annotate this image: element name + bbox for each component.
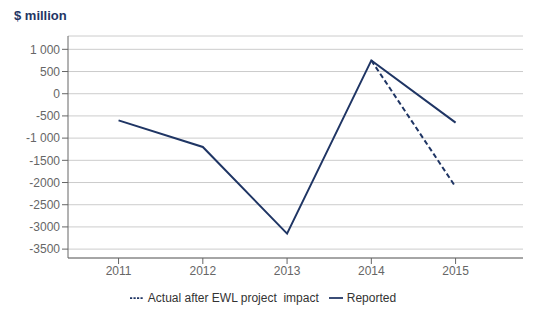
svg-text:-1 000: -1 000 (26, 131, 60, 145)
svg-text:1 000: 1 000 (30, 43, 60, 57)
svg-text:-2500: -2500 (29, 198, 60, 212)
svg-text:2012: 2012 (189, 264, 216, 278)
svg-text:-3000: -3000 (29, 220, 60, 234)
svg-text:2015: 2015 (442, 264, 469, 278)
html-text:Actual after EWL project impac: Actual after EWL project impact (147, 291, 319, 305)
svg-text:2011: 2011 (106, 264, 132, 278)
svg-text:-2000: -2000 (29, 176, 60, 190)
html-text:Reported: Reported (346, 291, 397, 305)
svg-text:-1500: -1500 (29, 154, 60, 168)
html-text:$ million: $ million (14, 8, 67, 23)
svg-text:0: 0 (53, 87, 60, 101)
svg-text:2013: 2013 (274, 264, 301, 278)
svg-text:2014: 2014 (358, 264, 385, 278)
svg-text:-3500: -3500 (29, 242, 60, 256)
svg-text:-500: -500 (36, 109, 60, 123)
svg-text:500: 500 (40, 65, 60, 79)
